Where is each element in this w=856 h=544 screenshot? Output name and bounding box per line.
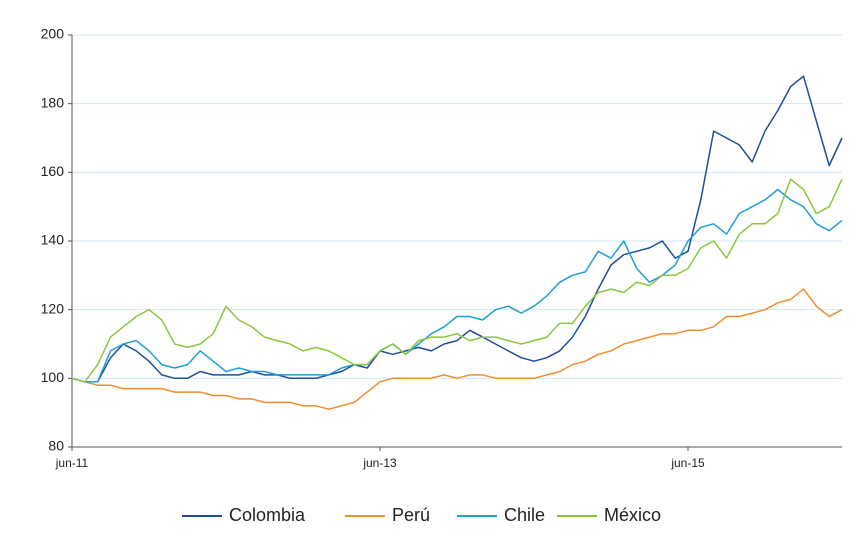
x-tick-label: jun-11 [55,456,89,470]
y-tick-label: 180 [41,94,65,110]
y-tick-label: 100 [41,369,65,385]
series-line [71,288,843,410]
x-tick-label: jun-15 [670,456,705,470]
y-tick-label: 80 [48,438,64,454]
legend-label: Colombia [229,505,306,525]
series-line [71,188,843,383]
series-line [71,75,843,383]
y-tick-label: 160 [41,163,65,179]
legend-label: México [604,505,661,525]
series-line [71,178,843,383]
y-tick-label: 200 [41,26,65,42]
y-tick-label: 120 [41,300,65,316]
legend-label: Chile [504,505,545,525]
x-tick-label: jun-13 [362,456,397,470]
y-tick-label: 140 [41,232,65,248]
legend-label: Perú [392,505,430,525]
